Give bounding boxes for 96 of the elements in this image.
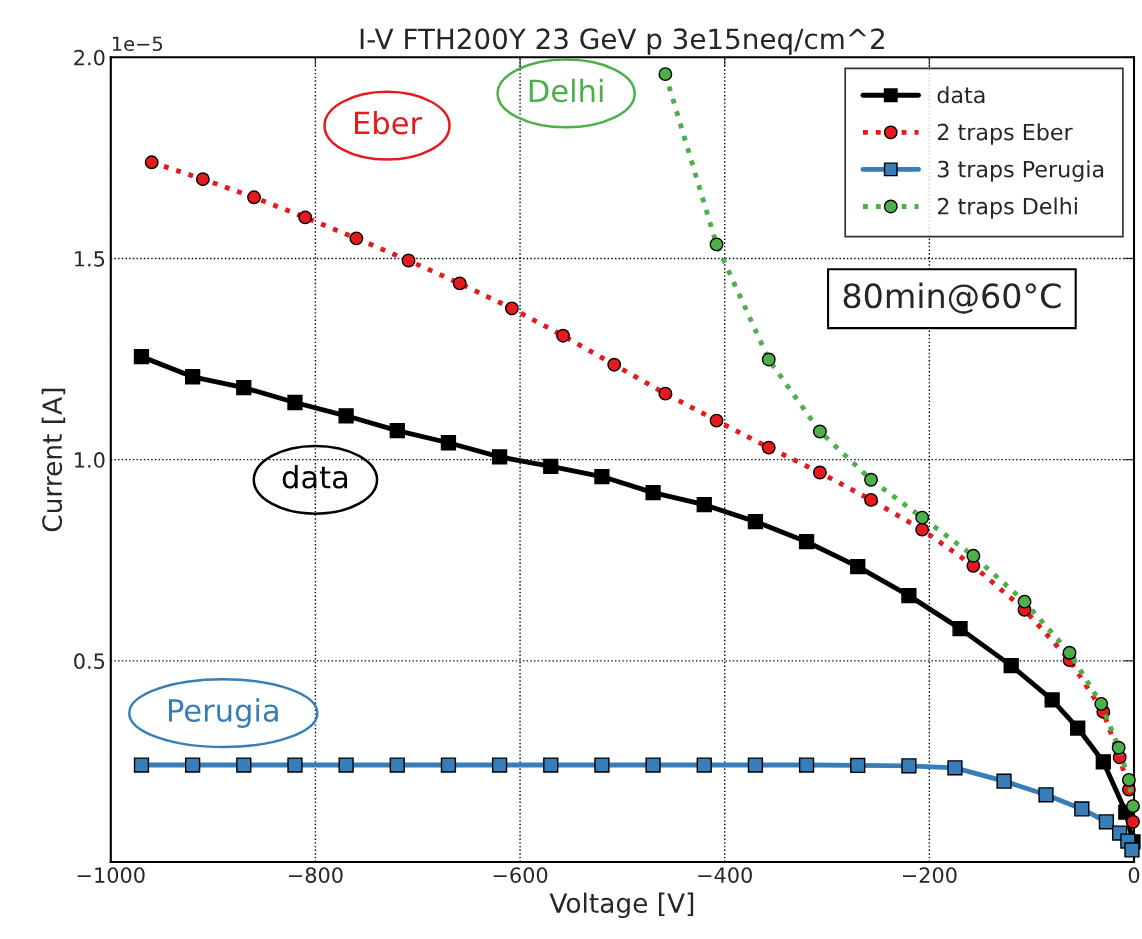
- point: [1126, 814, 1140, 829]
- point: [389, 757, 405, 773]
- point: [144, 155, 159, 170]
- point: [298, 210, 313, 225]
- x-tick-label: −200: [902, 867, 957, 883]
- point: [709, 413, 724, 428]
- point: [901, 758, 917, 774]
- point: [133, 348, 150, 365]
- point: [543, 757, 559, 773]
- point: [812, 465, 827, 480]
- x-tick-label: −800: [289, 867, 343, 883]
- point: [594, 468, 610, 485]
- point: [1062, 645, 1077, 660]
- point: [338, 757, 354, 773]
- point: [1121, 772, 1136, 787]
- point: [1111, 740, 1126, 755]
- point: [1044, 692, 1060, 708]
- point: [440, 757, 457, 773]
- annotation: Delhi: [529, 78, 603, 103]
- point: [1098, 814, 1115, 830]
- point: [236, 379, 252, 396]
- legend-label: 2 traps Delhi: [937, 197, 1077, 219]
- y-tick-label: 1.0: [75, 452, 105, 468]
- point: [901, 587, 917, 604]
- point: [1038, 787, 1054, 803]
- point: [607, 357, 622, 372]
- point: [1017, 594, 1032, 609]
- point: [761, 352, 776, 367]
- point: [966, 548, 981, 563]
- point: [645, 484, 661, 501]
- point: [812, 424, 827, 439]
- x-tick-label: −1000: [77, 867, 145, 883]
- point: [915, 522, 930, 537]
- x-tick-label: 0: [1128, 867, 1140, 883]
- point: [864, 492, 878, 507]
- x-axis-title: Voltage [V]: [549, 892, 694, 919]
- point: [440, 435, 457, 451]
- point: [594, 757, 610, 773]
- point: [952, 620, 968, 637]
- point: [504, 301, 519, 316]
- text: 1e−5: [112, 36, 163, 52]
- point: [389, 423, 405, 439]
- point: [915, 510, 930, 525]
- point: [1070, 720, 1086, 736]
- point: [401, 253, 416, 268]
- point: [1095, 754, 1111, 770]
- x-tick-label: −400: [698, 867, 752, 883]
- point: [761, 440, 776, 455]
- annotation: Perugia: [169, 698, 278, 728]
- point: [709, 237, 724, 252]
- point: [1074, 801, 1090, 817]
- point: [696, 497, 712, 513]
- x-tick-label: −600: [493, 867, 548, 883]
- y-tick-label: 1.5: [75, 251, 105, 267]
- point: [1124, 842, 1140, 858]
- point: [491, 449, 508, 465]
- point: [1126, 799, 1140, 814]
- point: [645, 757, 661, 773]
- point: [452, 276, 467, 291]
- point: [850, 559, 866, 575]
- point: [491, 757, 508, 773]
- y-tick-label: 2.0: [74, 49, 105, 66]
- point: [850, 757, 866, 774]
- point: [236, 757, 252, 773]
- point: [1003, 658, 1019, 674]
- point: [658, 67, 673, 82]
- legend-label: 2 traps Eber: [937, 123, 1073, 145]
- point: [747, 757, 764, 773]
- legend-label: 3 traps Perugia: [938, 160, 1104, 182]
- point: [747, 513, 764, 530]
- y-tick-label: 0.5: [74, 653, 105, 670]
- point: [696, 757, 712, 773]
- point: [947, 760, 963, 776]
- chart-title: I-V FTH200Y 23 GeV p 3e15neq/cm^2: [360, 28, 884, 55]
- annotation: data: [282, 464, 348, 489]
- point: [798, 534, 815, 550]
- point: [338, 408, 354, 424]
- point: [798, 757, 815, 773]
- point: [195, 172, 210, 187]
- legend-label: data: [937, 86, 985, 104]
- point: [658, 386, 673, 401]
- point: [543, 458, 559, 475]
- y-axis-title: Current [A]: [41, 388, 66, 532]
- point: [287, 394, 303, 411]
- point: [184, 757, 201, 773]
- point: [184, 369, 201, 385]
- point: [1094, 696, 1109, 711]
- point: [133, 757, 150, 773]
- point: [556, 328, 570, 343]
- point: [864, 472, 878, 487]
- annotation: Eber: [355, 110, 423, 135]
- point: [287, 757, 303, 773]
- point: [996, 773, 1012, 789]
- annotation: 80min@60°C: [843, 282, 1061, 314]
- point: [247, 190, 261, 205]
- point: [349, 231, 364, 246]
